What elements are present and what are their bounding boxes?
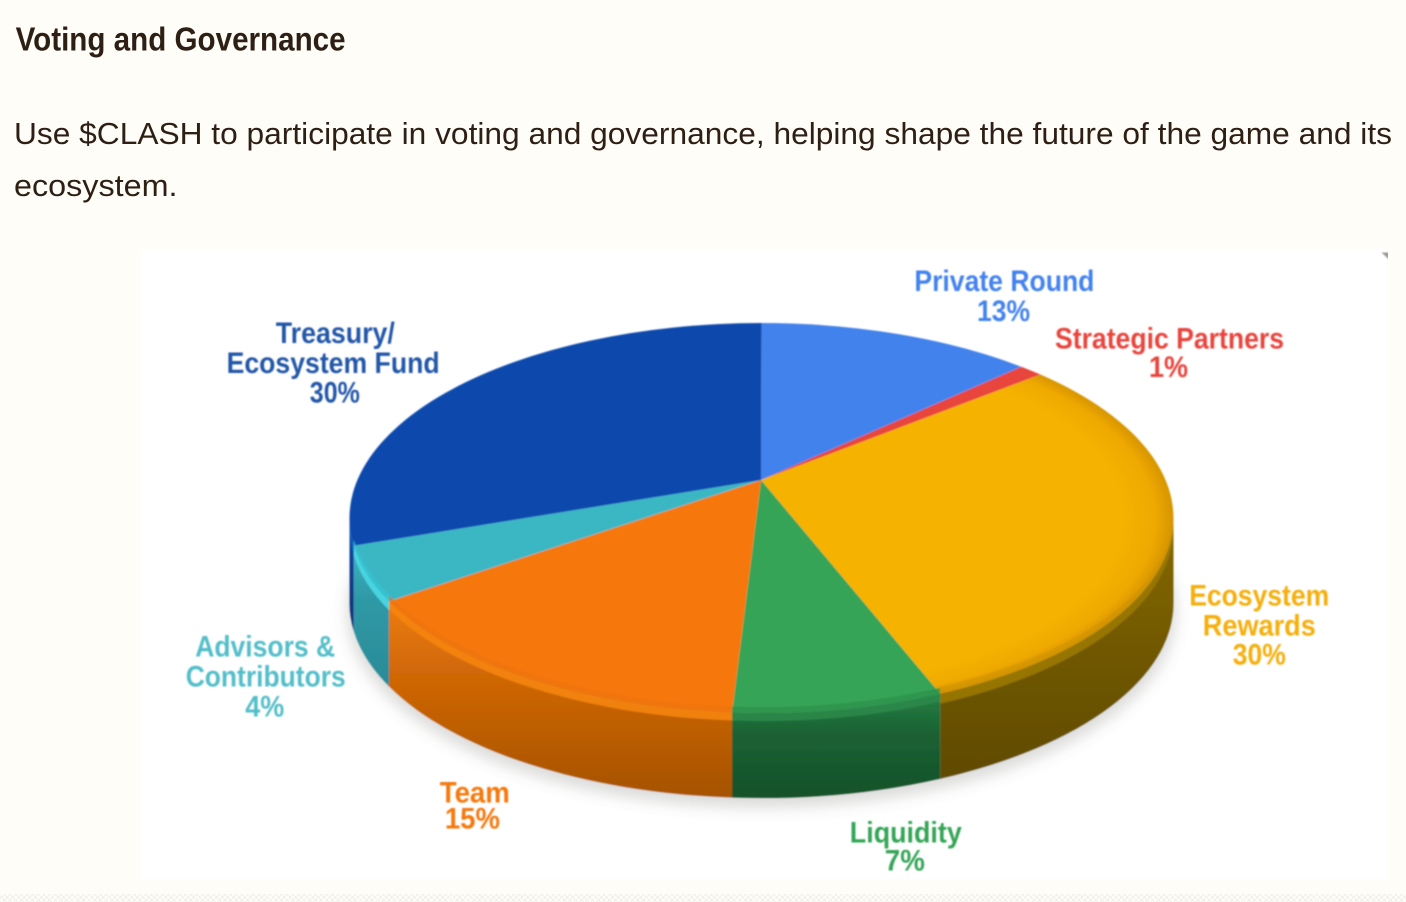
svg-text:Advisors &: Advisors & xyxy=(195,630,335,663)
svg-text:15%: 15% xyxy=(445,802,500,835)
svg-text:13%: 13% xyxy=(977,295,1030,328)
svg-text:Rewards: Rewards xyxy=(1203,609,1316,642)
svg-text:Contributors: Contributors xyxy=(186,660,346,693)
svg-text:Ecosystem: Ecosystem xyxy=(1189,579,1329,612)
svg-text:Liquidity: Liquidity xyxy=(850,817,962,850)
svg-text:1%: 1% xyxy=(1149,351,1188,384)
svg-text:Voting and Governance: Voting and Governance xyxy=(16,22,346,59)
svg-text:30%: 30% xyxy=(1233,639,1286,672)
svg-text:30%: 30% xyxy=(310,377,360,410)
svg-text:Team: Team xyxy=(440,777,510,810)
svg-text:Use $CLASH to participate in v: Use $CLASH to participate in voting and … xyxy=(14,116,1392,151)
svg-text:ecosystem.: ecosystem. xyxy=(14,168,178,203)
svg-text:Treasury/: Treasury/ xyxy=(276,317,396,350)
svg-text:4%: 4% xyxy=(245,690,284,723)
svg-text:Strategic Partners: Strategic Partners xyxy=(1055,323,1284,356)
svg-text:7%: 7% xyxy=(885,845,925,878)
svg-text:Ecosystem Fund: Ecosystem Fund xyxy=(227,347,440,380)
svg-text:Private Round: Private Round xyxy=(914,265,1094,298)
